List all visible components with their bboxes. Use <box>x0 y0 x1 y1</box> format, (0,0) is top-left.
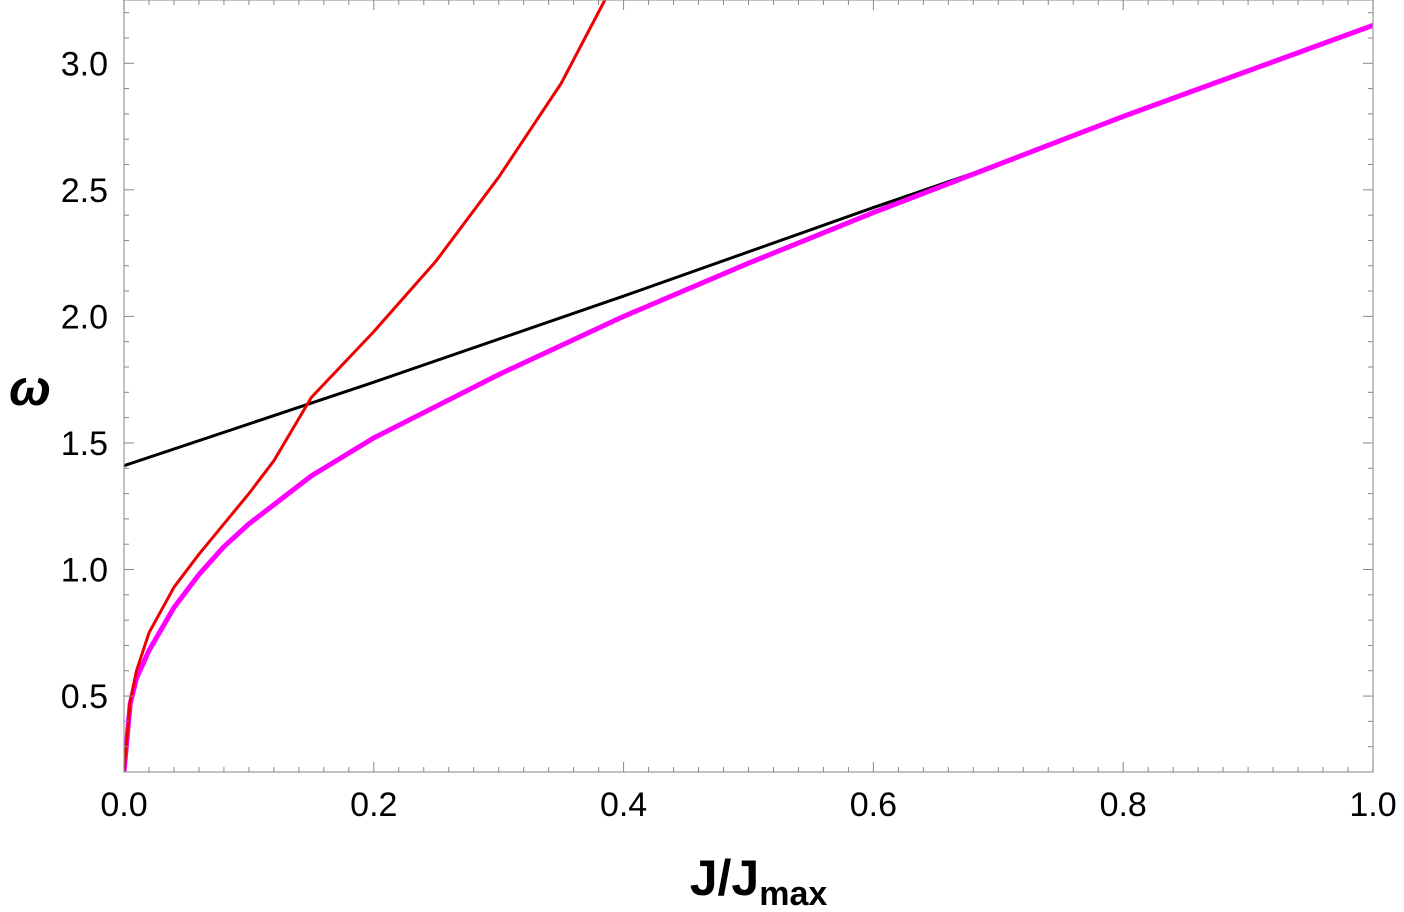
series-line-3 <box>124 0 607 772</box>
tick-label-layer: 0.0 0.2 0.4 0.6 0.8 1.0 0.5 1.0 1.5 2.0 2.5 3.0 <box>61 45 1397 824</box>
x-tick-label: 0.8 <box>1100 786 1147 824</box>
tick-layer <box>123 0 1374 772</box>
series-layer <box>124 0 1373 772</box>
y-tick-label: 2.0 <box>61 298 108 336</box>
x-tick-label: 0.4 <box>600 786 647 824</box>
y-tick-label: 1.0 <box>61 552 108 590</box>
y-tick-label: 2.5 <box>61 172 108 210</box>
x-axis-title-subscript: max <box>759 875 827 912</box>
x-tick-label: 0.2 <box>350 786 397 824</box>
x-tick-label: 0.0 <box>100 786 147 824</box>
x-tick-label: 1.0 <box>1349 786 1396 824</box>
y-tick-label: 0.5 <box>61 678 108 716</box>
x-tick-label: 0.6 <box>850 786 897 824</box>
y-tick-label: 3.0 <box>61 45 108 83</box>
series-line-2 <box>124 22 1373 772</box>
x-axis-title-main: J/J <box>690 850 760 906</box>
x-axis-title: J/Jmax <box>690 850 828 912</box>
y-tick-label: 1.5 <box>61 425 108 463</box>
plot-frame <box>123 0 1374 773</box>
y-axis-title: ω <box>9 360 51 416</box>
